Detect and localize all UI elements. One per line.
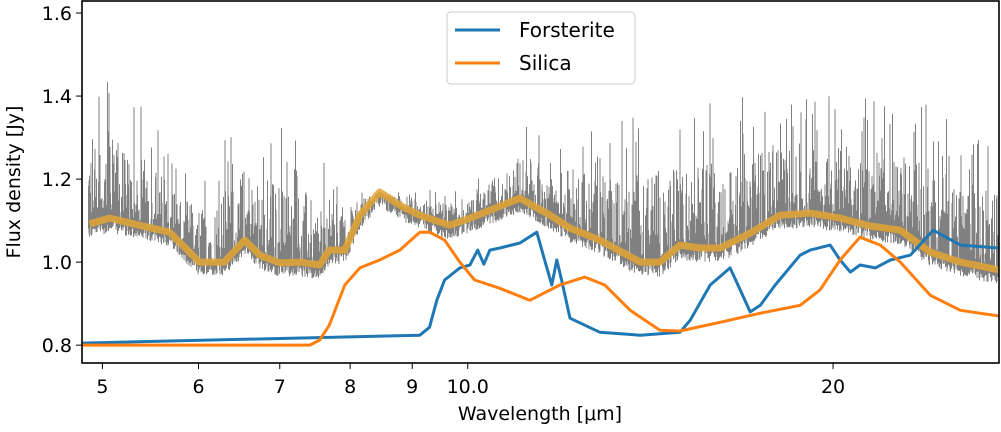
x-tick-label: 9 <box>406 376 418 398</box>
legend-label-forsterite: Forsterite <box>519 18 615 42</box>
legend-label-silica: Silica <box>519 51 572 75</box>
x-tick-label: 10.0 <box>447 376 489 398</box>
x-tick-label: 6 <box>192 376 204 398</box>
x-axis: 5 6 7 8 9 10.0 20 <box>96 363 845 398</box>
y-axis-label: Flux density [Jy] <box>3 106 25 259</box>
x-tick-label: 8 <box>344 376 356 398</box>
y-tick-label: 0.8 <box>42 335 72 357</box>
y-axis: 0.8 1.0 1.2 1.4 1.6 <box>42 3 82 357</box>
y-tick-label: 1.0 <box>42 252 72 274</box>
plot-area <box>82 82 999 347</box>
plot-frame <box>81 0 1000 364</box>
y-tick-label: 1.4 <box>42 86 72 108</box>
x-tick-label: 7 <box>274 376 286 398</box>
forsterite-line <box>82 228 999 345</box>
model-fit-line <box>88 188 999 274</box>
x-axis-label: Wavelength [μm] <box>458 403 622 425</box>
y-tick-label: 1.2 <box>42 169 72 191</box>
x-tick-label: 5 <box>96 376 108 398</box>
x-tick-label: 20 <box>821 376 845 398</box>
y-tick-label: 1.6 <box>42 3 72 25</box>
silica-line <box>82 230 999 347</box>
legend: Forsterite Silica <box>446 11 636 85</box>
